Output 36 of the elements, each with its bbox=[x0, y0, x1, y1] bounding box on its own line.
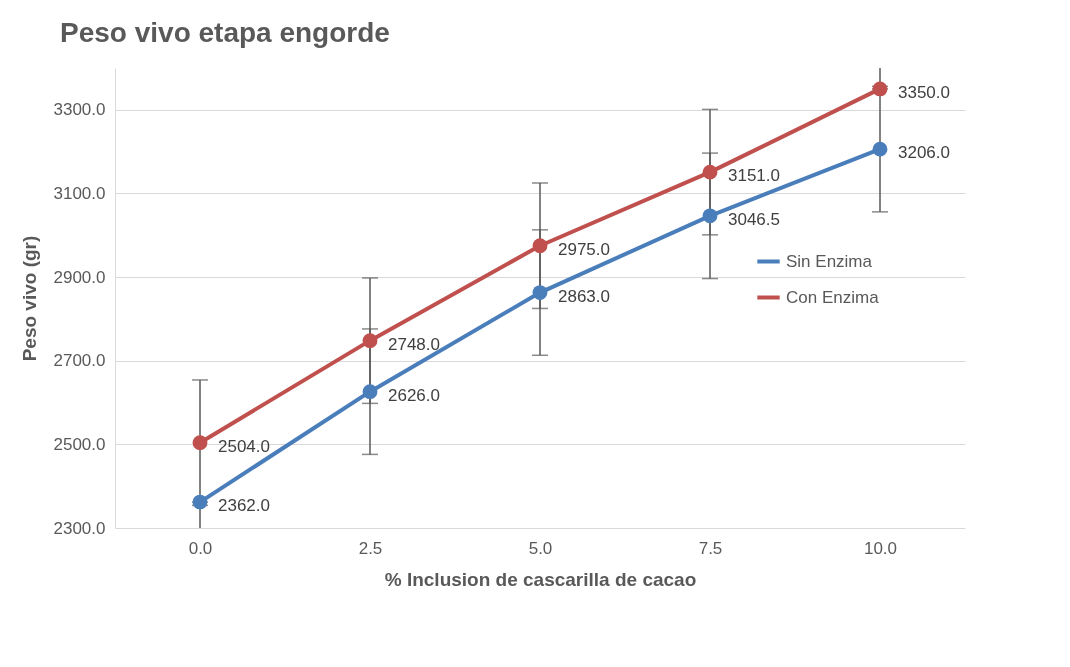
legend-label: Sin Enzima bbox=[786, 251, 873, 271]
point bbox=[702, 208, 718, 224]
point bbox=[702, 164, 718, 180]
point bbox=[192, 435, 208, 451]
point bbox=[362, 333, 378, 349]
point bbox=[872, 141, 888, 157]
data-label: 3350.0 bbox=[898, 82, 950, 102]
point bbox=[192, 494, 208, 510]
y-tick-label: 2900.0 bbox=[53, 267, 106, 287]
data-label: 2748.0 bbox=[388, 334, 440, 354]
y-tick-label: 2300.0 bbox=[53, 518, 106, 538]
point bbox=[362, 384, 378, 400]
data-label: 3151.0 bbox=[728, 166, 780, 186]
x-tick-label: 5.0 bbox=[528, 538, 553, 558]
data-label: 3206.0 bbox=[898, 143, 950, 163]
y-tick-label: 2500.0 bbox=[53, 434, 106, 454]
data-label: 2504.0 bbox=[218, 436, 270, 456]
data-label: 2362.0 bbox=[218, 496, 270, 516]
point bbox=[532, 238, 548, 254]
chart-title: Peso vivo etapa engorde bbox=[60, 17, 390, 48]
legend-label: Con Enzima bbox=[786, 287, 880, 307]
y-tick-label: 2700.0 bbox=[53, 351, 106, 371]
data-label: 2626.0 bbox=[388, 385, 440, 405]
x-tick-label: 2.5 bbox=[358, 538, 383, 558]
y-tick-label: 3100.0 bbox=[53, 183, 106, 203]
x-tick-label: 0.0 bbox=[188, 538, 213, 558]
data-label: 2863.0 bbox=[558, 286, 610, 306]
y-axis-title: Peso vivo (gr) bbox=[18, 235, 40, 362]
x-tick-label: 10.0 bbox=[863, 538, 898, 558]
data-label: 3046.5 bbox=[728, 209, 780, 229]
point bbox=[872, 81, 888, 97]
x-axis-title: % Inclusion de cascarilla de cacao bbox=[384, 568, 697, 590]
y-tick-label: 3300.0 bbox=[53, 100, 106, 120]
data-label: 2975.0 bbox=[558, 239, 610, 259]
x-tick-label: 7.5 bbox=[698, 538, 723, 558]
point bbox=[532, 285, 548, 300]
